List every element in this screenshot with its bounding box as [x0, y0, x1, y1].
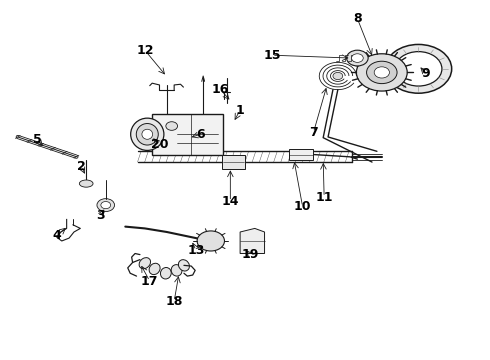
Text: 12: 12 — [136, 44, 153, 57]
Text: 5: 5 — [33, 133, 42, 146]
Circle shape — [356, 54, 407, 91]
Text: 19: 19 — [241, 248, 259, 261]
Text: 14: 14 — [221, 195, 239, 208]
Text: 6: 6 — [196, 127, 205, 141]
Text: 8: 8 — [353, 12, 362, 25]
Ellipse shape — [160, 267, 171, 279]
Ellipse shape — [79, 180, 93, 187]
Ellipse shape — [139, 258, 150, 269]
Text: 11: 11 — [316, 191, 333, 204]
Text: 20: 20 — [151, 138, 168, 151]
Text: 2: 2 — [77, 160, 86, 173]
Ellipse shape — [178, 260, 190, 271]
Text: 18: 18 — [166, 295, 183, 308]
Circle shape — [166, 122, 177, 130]
Circle shape — [351, 54, 363, 62]
Text: 17: 17 — [141, 275, 158, 288]
Text: 15: 15 — [263, 49, 281, 62]
Ellipse shape — [136, 123, 158, 145]
Text: 13: 13 — [188, 244, 205, 257]
Circle shape — [374, 67, 390, 78]
Circle shape — [367, 61, 397, 84]
Polygon shape — [289, 149, 314, 160]
Ellipse shape — [142, 129, 153, 139]
Polygon shape — [138, 151, 352, 162]
Text: 16: 16 — [212, 83, 229, 96]
Text: 3: 3 — [97, 209, 105, 222]
Text: 10: 10 — [294, 201, 312, 213]
Ellipse shape — [131, 118, 164, 150]
Text: 1: 1 — [236, 104, 245, 117]
Circle shape — [385, 44, 452, 93]
Circle shape — [395, 51, 442, 86]
Text: 4: 4 — [52, 229, 61, 242]
Polygon shape — [152, 114, 223, 155]
Ellipse shape — [171, 265, 182, 276]
Polygon shape — [240, 228, 265, 253]
Circle shape — [346, 50, 368, 66]
FancyBboxPatch shape — [221, 155, 245, 168]
Text: 7: 7 — [309, 126, 318, 139]
Circle shape — [101, 202, 111, 209]
Circle shape — [333, 72, 343, 80]
Circle shape — [197, 231, 224, 251]
Text: 9: 9 — [421, 67, 430, 80]
Circle shape — [97, 199, 115, 212]
Ellipse shape — [149, 263, 160, 275]
